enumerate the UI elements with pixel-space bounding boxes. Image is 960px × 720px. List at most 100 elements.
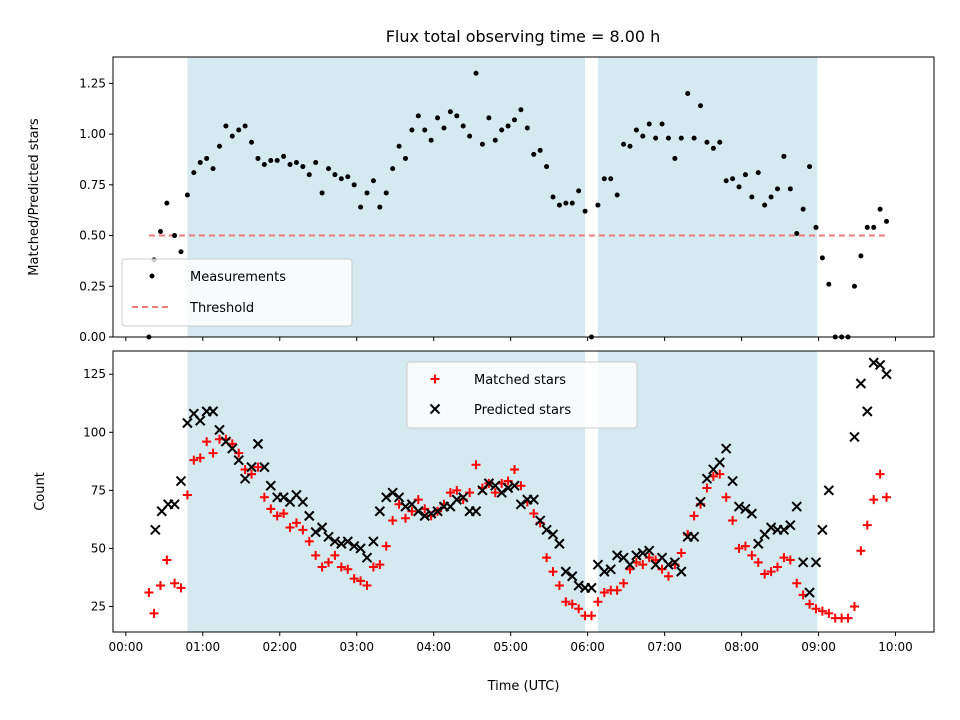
- measurement-point: [768, 194, 774, 200]
- matched-star-point: [362, 581, 372, 591]
- measurement-point: [402, 155, 408, 161]
- matched-star-point: [843, 613, 853, 623]
- predicted-star-point: [207, 406, 219, 417]
- matched-star-point: [182, 490, 192, 500]
- measurement-point: [659, 121, 665, 127]
- matched-star-point: [285, 522, 295, 532]
- measurement-point: [326, 166, 332, 172]
- matched-star-point: [304, 536, 314, 546]
- predicted-star-point: [644, 545, 655, 556]
- measurement-point: [428, 137, 434, 143]
- matched-star-point: [176, 583, 186, 593]
- predicted-star-point: [381, 492, 392, 503]
- measurement-point: [608, 176, 614, 182]
- measurement-point: [377, 204, 383, 210]
- measurement-point: [345, 174, 351, 180]
- matched-star-point: [400, 513, 410, 523]
- matched-star-point: [162, 555, 172, 565]
- y-tick-label: 1.00: [79, 127, 106, 141]
- x-axis-ticks: [125, 337, 897, 341]
- matched-star-point: [368, 562, 378, 572]
- predicted-star-point: [855, 378, 867, 389]
- measurement-point: [390, 166, 396, 172]
- matched-star-point: [638, 560, 648, 570]
- predicted-star-point: [483, 478, 495, 489]
- predicted-star-point: [169, 499, 180, 510]
- predicted-star-point: [881, 369, 892, 380]
- predicted-star-point: [316, 522, 328, 533]
- matched-star-point: [792, 578, 802, 588]
- predicted-star-point: [195, 415, 206, 426]
- matched-star-point: [330, 550, 340, 560]
- legend-label-threshold: Threshold: [189, 301, 254, 316]
- measurement-point: [704, 139, 710, 145]
- measurement-point: [877, 206, 883, 212]
- matched-star-point: [336, 562, 346, 572]
- measurement-point: [653, 135, 659, 141]
- measurement-point: [537, 147, 543, 153]
- matched-star-point: [599, 588, 609, 598]
- measurement-point: [563, 200, 569, 206]
- measurement-point: [621, 141, 627, 147]
- matched-star-point: [208, 448, 218, 458]
- measurement-point: [157, 228, 163, 234]
- legend-label-measurements: Measurements: [190, 270, 286, 285]
- matched-star-point: [619, 578, 629, 588]
- predicted-star-point: [810, 557, 822, 568]
- predicted-star-point: [355, 543, 366, 554]
- measurement-point: [172, 233, 178, 239]
- measurement-point: [319, 190, 325, 196]
- matched-star-point: [785, 555, 795, 565]
- measurement-point: [550, 194, 556, 200]
- measurement-point: [826, 281, 832, 287]
- measurement-point: [281, 153, 287, 159]
- legend-box: [406, 361, 638, 429]
- predicted-star-point: [637, 547, 649, 559]
- predicted-star-point: [336, 538, 347, 549]
- matched-star-point: [811, 604, 821, 614]
- measurement-point: [370, 178, 376, 184]
- measurement-point: [223, 123, 229, 129]
- measurement-point: [749, 194, 755, 200]
- matched-star-point: [554, 581, 564, 591]
- matched-star-point: [734, 543, 744, 553]
- measurement-point: [665, 135, 671, 141]
- matched-star-point: [542, 553, 552, 563]
- y-axis-ticks: 25 50 75 100 125: [83, 367, 113, 613]
- matched-star-point: [586, 611, 596, 621]
- measurement-point: [492, 137, 498, 143]
- predicted-star-point: [419, 510, 430, 522]
- matched-star-point: [272, 511, 282, 521]
- legend-marker-predicted: [429, 403, 441, 415]
- measurement-point: [164, 200, 170, 206]
- x-tick-label: 10:00: [878, 640, 913, 654]
- y-tick-label: 25: [91, 599, 106, 613]
- measurement-point: [524, 125, 530, 131]
- predicted-star-point: [804, 587, 815, 598]
- matched-star-point: [202, 437, 212, 447]
- matched-star-point: [561, 597, 571, 607]
- measurement-point: [467, 133, 473, 139]
- predicted-star-point: [342, 536, 353, 547]
- measurement-point: [274, 157, 280, 163]
- predicted-star-point: [849, 431, 860, 443]
- measurement-point: [236, 127, 242, 133]
- matched-star-point: [805, 599, 815, 609]
- chart-title: Flux total observing time = 8.00 h: [386, 27, 661, 46]
- predicted-star-point: [669, 557, 681, 568]
- x-tick-label: 01:00: [186, 640, 221, 654]
- y-tick-label: 75: [91, 483, 106, 497]
- predicted-star-point: [631, 550, 642, 561]
- matched-star-point: [170, 578, 180, 588]
- measurement-point: [338, 176, 344, 182]
- measurement-point: [544, 164, 550, 170]
- predicted-star-point: [252, 438, 264, 450]
- measurement-point: [742, 172, 748, 178]
- measurement-point: [300, 164, 306, 170]
- predicted-star-point: [233, 454, 244, 466]
- predicted-star-point: [182, 417, 193, 429]
- predicted-star-point: [239, 473, 251, 484]
- measurement-point: [595, 202, 601, 208]
- measurement-point: [556, 202, 562, 208]
- measurement-point: [813, 224, 819, 230]
